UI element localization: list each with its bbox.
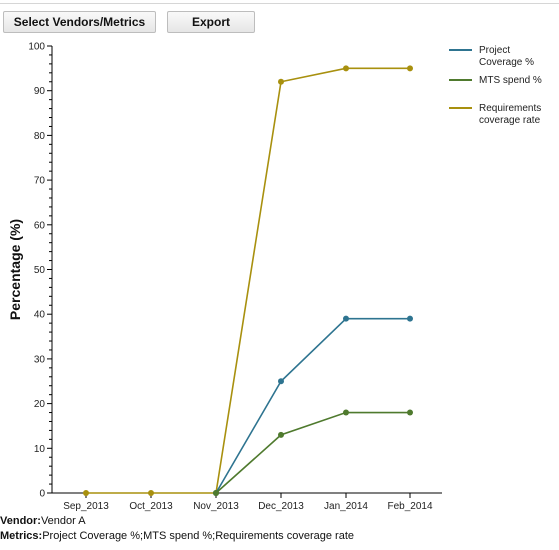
- x-tick-label: Feb_2014: [387, 501, 432, 512]
- series-line: [86, 67, 410, 494]
- data-point: [278, 431, 284, 438]
- y-tick-label: 80: [34, 131, 46, 142]
- y-tick-label: 0: [39, 489, 45, 500]
- y-tick-label: 100: [28, 42, 45, 53]
- data-point: [407, 65, 413, 72]
- y-tick-label: 90: [34, 86, 46, 97]
- legend-label: Project: [479, 45, 510, 56]
- vendor-key: Vendor:: [0, 515, 41, 527]
- data-point: [83, 490, 89, 496]
- metrics-value: Project Coverage %;MTS spend %;Requireme…: [42, 530, 355, 542]
- vendor-value: Vendor A: [40, 515, 86, 527]
- y-tick-label: 10: [34, 444, 46, 455]
- legend-label: coverage rate: [479, 115, 541, 126]
- y-tick-label: 60: [34, 220, 46, 231]
- x-tick-label: Dec_2013: [258, 501, 304, 512]
- data-point: [278, 378, 284, 385]
- series-line: [215, 317, 410, 494]
- vendor-line: Vendor:Vendor A: [0, 515, 86, 527]
- data-point: [148, 490, 154, 496]
- series-line: [215, 411, 410, 494]
- legend-label: MTS spend %: [479, 75, 542, 86]
- y-tick-label: 70: [34, 176, 46, 187]
- metrics-key: Metrics:: [0, 530, 43, 542]
- y-axis-title: Percentage (%): [7, 219, 23, 320]
- x-tick-label: Sep_2013: [63, 501, 109, 512]
- y-tick-label: 20: [34, 399, 46, 410]
- y-tick-label: 50: [34, 265, 46, 276]
- data-point: [407, 409, 413, 416]
- legend-label: Requirements: [479, 103, 541, 114]
- metrics-line: Metrics:Project Coverage %;MTS spend %;R…: [0, 530, 354, 542]
- data-point: [343, 315, 349, 322]
- data-point: [278, 78, 284, 85]
- data-point: [343, 409, 349, 416]
- legend-label: Coverage %: [479, 57, 534, 68]
- top-divider: [0, 3, 559, 4]
- data-point: [407, 315, 413, 322]
- select-vendors-metrics-button[interactable]: Select Vendors/Metrics: [3, 11, 156, 33]
- data-point: [213, 490, 219, 496]
- x-tick-label: Oct_2013: [129, 501, 173, 512]
- x-tick-label: Nov_2013: [193, 501, 239, 512]
- y-tick-label: 40: [34, 310, 46, 321]
- x-tick-label: Jan_2014: [324, 501, 368, 512]
- data-point: [343, 65, 349, 72]
- export-button[interactable]: Export: [167, 11, 255, 33]
- y-tick-label: 30: [34, 354, 46, 365]
